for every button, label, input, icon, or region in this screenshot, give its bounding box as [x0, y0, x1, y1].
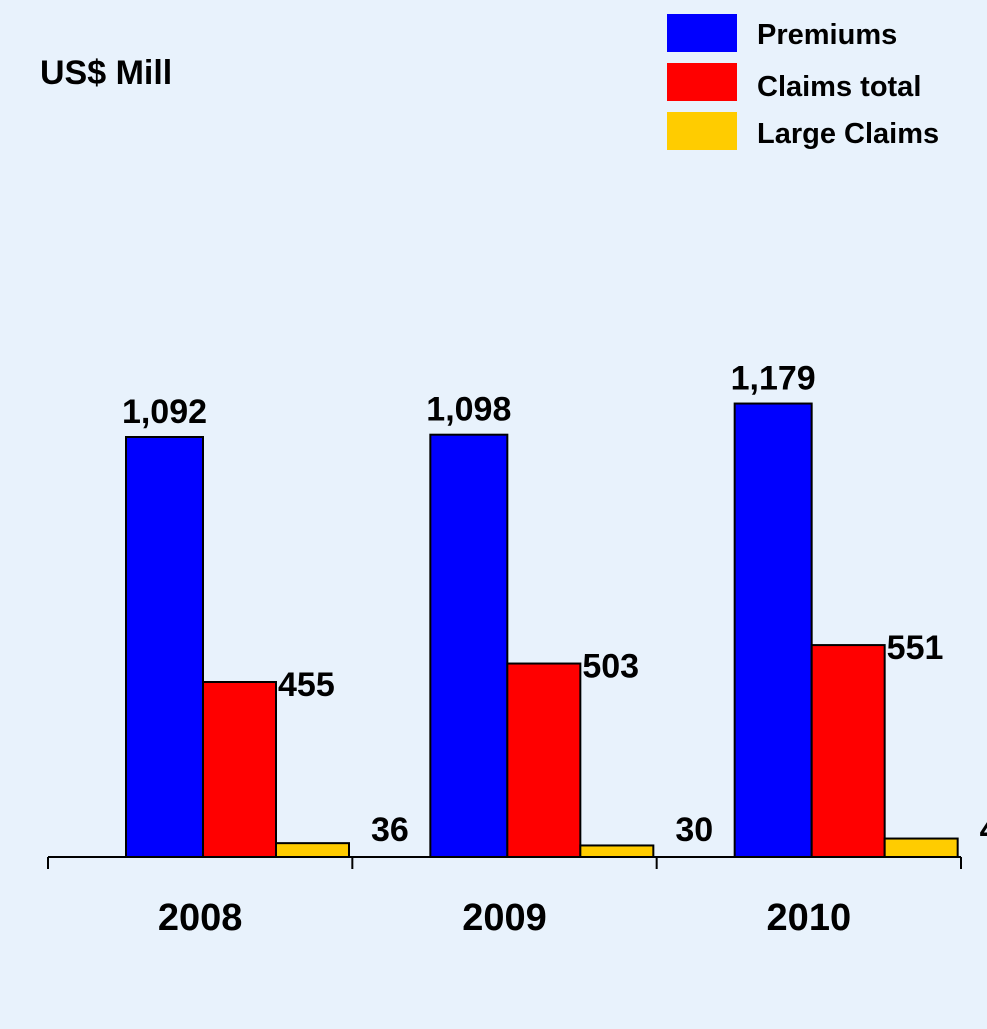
- legend-label-premiums: Premiums: [757, 19, 897, 51]
- plot-area: 1,092 455 36 2008 1,098 503 30 2009 1,179 551 48 20…: [47, 360, 987, 939]
- data-label-claims-total-2009: 503: [582, 648, 639, 686]
- data-label-large-claims-2009: 30: [675, 811, 713, 849]
- data-label-premiums-2010: 1,179: [731, 360, 816, 398]
- bar-large-claims-2008: [275, 842, 350, 859]
- x-tick-label-2009: 2009: [462, 897, 547, 939]
- legend-swatch-claims-total: [667, 63, 737, 101]
- bar-claims-total-2010: [810, 644, 886, 858]
- legend: Premiums Claims total Large Claims: [667, 14, 939, 150]
- bar-premiums-2009: [429, 433, 509, 858]
- bar-premiums-2010: [733, 402, 813, 858]
- legend-swatch-large-claims: [667, 112, 737, 150]
- unit-label: US$ Mill: [40, 54, 172, 92]
- data-label-premiums-2009: 1,098: [426, 391, 511, 429]
- data-label-claims-total-2010: 551: [887, 629, 944, 667]
- bar-premiums-2008: [125, 436, 204, 858]
- data-label-claims-total-2008: 455: [278, 666, 335, 704]
- bar-claims-total-2008: [202, 681, 277, 858]
- data-label-premiums-2008: 1,092: [122, 393, 207, 431]
- x-tick-label-2008: 2008: [158, 897, 243, 939]
- legend-label-claims-total: Claims total: [757, 71, 921, 103]
- bar-large-claims-2009: [579, 844, 655, 859]
- x-tick-label-2010: 2010: [767, 897, 852, 939]
- bar-claims-total-2009: [506, 662, 582, 858]
- data-label-large-claims-2008: 36: [371, 811, 409, 849]
- legend-swatch-premiums: [667, 14, 737, 52]
- legend-label-large-claims: Large Claims: [757, 118, 939, 150]
- data-label-large-claims-2010: 48: [980, 811, 987, 849]
- bar-large-claims-2010: [883, 837, 959, 858]
